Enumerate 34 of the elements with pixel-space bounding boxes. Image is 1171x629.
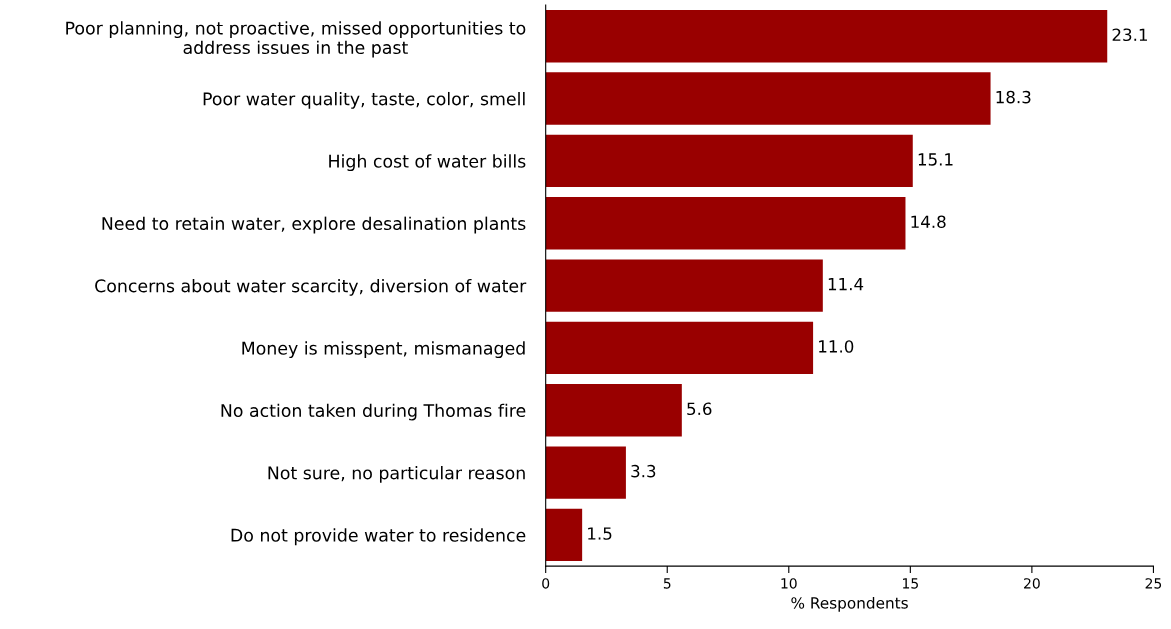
y-tick-label: Concerns about water scarcity, diversion of water [95, 278, 527, 296]
bar [545, 72, 991, 125]
x-tick-label: 5 [663, 578, 671, 589]
data-label: 5.6 [687, 402, 712, 416]
y-tick-label: Do not provide water to residence [231, 528, 526, 546]
bar [545, 446, 626, 499]
data-label: 14.8 [911, 215, 946, 229]
x-tick-label: 25 [1145, 578, 1162, 589]
bar [545, 321, 814, 375]
data-label: 11.4 [828, 278, 864, 291]
bar [545, 508, 583, 562]
y-tick-label: Poor water quality, taste, color, smell [203, 91, 525, 109]
bar [545, 10, 1108, 63]
y-tick-label: High cost of water bills [329, 154, 526, 172]
data-label: 11.0 [819, 340, 854, 353]
bar [545, 197, 906, 250]
bar [545, 384, 682, 437]
data-label: 3.3 [631, 464, 656, 478]
y-tick-label: Need to retain water, explore desalination plants [102, 216, 526, 234]
data-label: 15.1 [918, 153, 953, 166]
y-tick-label: Not sure, no particular reason [268, 465, 525, 483]
data-label: 18.3 [996, 90, 1031, 104]
x-tick-label: 10 [781, 578, 797, 589]
x-tick-label: 15 [903, 578, 918, 589]
bar [545, 259, 823, 312]
x-axis-title: % Respondents [791, 596, 908, 612]
x-tick-label: 0 [542, 578, 550, 589]
data-label: 1.5 [588, 527, 612, 540]
x-tick-label: 20 [1024, 578, 1040, 589]
y-tick-label: Money is misspent, mismanaged [242, 341, 525, 359]
bar [545, 134, 913, 188]
y-tick-label: Poor planning, not proactive, missed opportunities to address issues in the past [66, 21, 526, 58]
data-label: 23.1 [1112, 28, 1147, 42]
y-tick-label: No action taken during Thomas fire [221, 403, 526, 421]
